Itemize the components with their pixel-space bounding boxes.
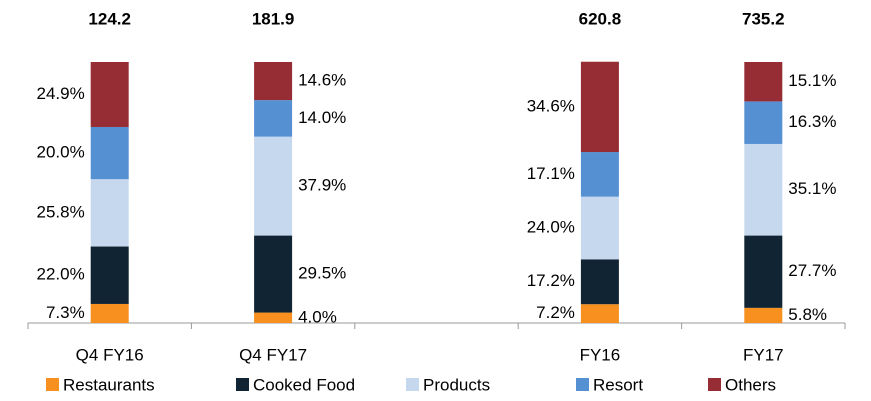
bar-segment (580, 61, 619, 153)
bar-segment (254, 312, 293, 323)
x-tick-label: FY17 (743, 345, 784, 364)
value-label: 15.1% (788, 71, 836, 90)
legend-swatch (46, 378, 59, 391)
x-tick-label: FY16 (580, 345, 621, 364)
value-label: 22.0% (36, 265, 84, 284)
bar-segment (580, 259, 619, 305)
value-label: 37.9% (298, 176, 346, 195)
value-label: 34.6% (527, 96, 575, 115)
bar-segment (254, 235, 293, 313)
value-label: 14.0% (298, 108, 346, 127)
value-label: 4.0% (298, 307, 337, 326)
value-label: 5.8% (788, 305, 827, 324)
bar-segment (90, 62, 129, 127)
total-label: 124.2 (88, 9, 131, 28)
value-label: 24.0% (527, 217, 575, 236)
value-label: 27.7% (788, 261, 836, 280)
legend-swatch (576, 378, 589, 391)
bar-segment (90, 303, 129, 323)
legend-swatch (406, 378, 419, 391)
value-label: 17.2% (527, 271, 575, 290)
value-label: 24.9% (36, 84, 84, 103)
legend-label: Others (725, 375, 776, 394)
bar-segment (744, 235, 783, 308)
legend-swatch (236, 378, 249, 391)
legend-label: Resort (593, 375, 643, 394)
total-label: 620.8 (579, 9, 622, 28)
bar-segment (254, 136, 293, 236)
value-label: 16.3% (788, 112, 836, 131)
legend-label: Restaurants (63, 375, 155, 394)
legend-swatch (708, 378, 721, 391)
bar-segment (744, 62, 783, 102)
value-label: 25.8% (36, 202, 84, 221)
bar-segment (254, 62, 293, 101)
x-tick-label: Q4 FY17 (239, 345, 307, 364)
bar-segment (580, 196, 619, 260)
value-label: 35.1% (788, 179, 836, 198)
x-tick-label: Q4 FY16 (76, 345, 144, 364)
bar-segment (744, 307, 783, 323)
bar-segment (744, 143, 783, 236)
bar-segment (90, 246, 129, 304)
bar-segment (254, 100, 293, 137)
value-label: 7.2% (536, 303, 575, 322)
value-label: 7.3% (46, 303, 85, 322)
bar-segment (744, 101, 783, 144)
legend-label: Products (423, 375, 490, 394)
bar-segment (580, 152, 619, 197)
bar-segment (90, 126, 129, 180)
total-label: 181.9 (252, 9, 295, 28)
value-label: 14.6% (298, 71, 346, 90)
value-label: 17.1% (527, 164, 575, 183)
bar-segment (90, 179, 129, 247)
value-label: 29.5% (298, 264, 346, 283)
bar-segment (580, 304, 619, 323)
legend-label: Cooked Food (253, 375, 355, 394)
value-label: 20.0% (36, 143, 84, 162)
total-label: 735.2 (742, 9, 785, 28)
